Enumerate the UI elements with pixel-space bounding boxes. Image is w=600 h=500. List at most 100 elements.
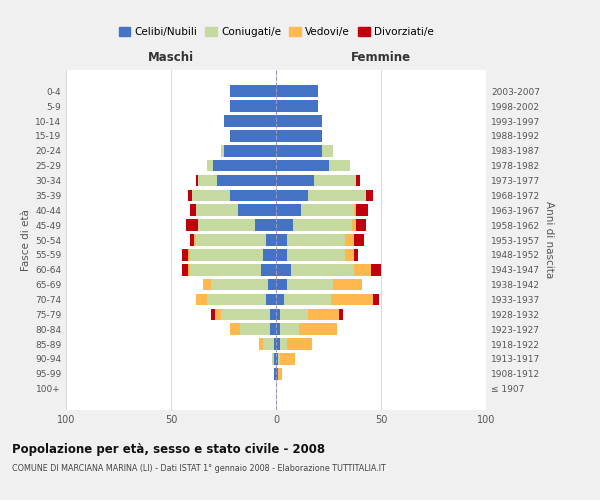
Bar (276, 160, 329, 172)
Bar (280, 353, 295, 365)
Bar (299, 324, 337, 335)
Bar (182, 249, 188, 260)
Bar (373, 294, 379, 306)
Bar (276, 204, 301, 216)
Bar (270, 308, 276, 320)
Bar (308, 308, 339, 320)
Bar (276, 190, 308, 201)
Bar (354, 264, 371, 276)
Bar (213, 160, 276, 172)
Bar (346, 249, 353, 260)
Bar (280, 324, 299, 335)
Bar (190, 249, 263, 260)
Bar (354, 234, 364, 246)
Bar (354, 249, 358, 260)
Bar (308, 190, 366, 201)
Bar (278, 368, 283, 380)
Bar (276, 294, 284, 306)
Bar (290, 264, 354, 276)
Bar (322, 145, 332, 156)
Bar (356, 220, 366, 231)
Text: Maschi: Maschi (148, 52, 194, 64)
Bar (276, 249, 287, 260)
Y-axis label: Fasce di età: Fasce di età (21, 209, 31, 271)
Bar (356, 204, 368, 216)
Text: COMUNE DI MARCIANA MARINA (LI) - Dati ISTAT 1° gennaio 2008 - Elaborazione TUTTI: COMUNE DI MARCIANA MARINA (LI) - Dati IS… (12, 464, 386, 473)
Bar (230, 86, 276, 97)
Bar (276, 279, 287, 290)
Bar (188, 190, 192, 201)
Bar (230, 324, 240, 335)
Bar (276, 308, 280, 320)
Bar (190, 234, 194, 246)
Bar (276, 324, 280, 335)
Bar (188, 264, 190, 276)
Bar (276, 145, 322, 156)
Bar (293, 220, 352, 231)
Bar (276, 220, 293, 231)
Bar (276, 100, 318, 112)
Bar (331, 294, 373, 306)
Bar (196, 174, 198, 186)
Bar (263, 338, 274, 350)
Bar (352, 220, 356, 231)
Bar (206, 294, 265, 306)
Bar (223, 145, 276, 156)
Bar (287, 234, 346, 246)
Bar (263, 249, 276, 260)
Bar (270, 324, 276, 335)
Bar (259, 338, 263, 350)
Bar (276, 115, 322, 127)
Text: Femmine: Femmine (351, 52, 411, 64)
Bar (238, 204, 276, 216)
Bar (366, 190, 373, 201)
Bar (198, 220, 255, 231)
Bar (339, 308, 343, 320)
Bar (221, 308, 270, 320)
Bar (188, 249, 190, 260)
Bar (211, 308, 215, 320)
Bar (230, 190, 276, 201)
Bar (198, 174, 217, 186)
Bar (287, 279, 332, 290)
Bar (346, 234, 353, 246)
Bar (255, 220, 276, 231)
Bar (262, 264, 276, 276)
Bar (182, 264, 188, 276)
Bar (196, 294, 206, 306)
Bar (284, 294, 331, 306)
Bar (301, 204, 354, 216)
Y-axis label: Anni di nascita: Anni di nascita (544, 202, 554, 278)
Bar (230, 100, 276, 112)
Bar (268, 279, 276, 290)
Text: Popolazione per età, sesso e stato civile - 2008: Popolazione per età, sesso e stato civil… (12, 442, 325, 456)
Bar (211, 279, 268, 290)
Bar (240, 324, 270, 335)
Bar (356, 174, 360, 186)
Bar (276, 234, 287, 246)
Bar (280, 338, 287, 350)
Bar (276, 264, 290, 276)
Bar (278, 353, 280, 365)
Bar (206, 160, 213, 172)
Bar (354, 204, 356, 216)
Bar (265, 234, 276, 246)
Bar (280, 308, 308, 320)
Bar (194, 234, 196, 246)
Bar (196, 204, 238, 216)
Bar (274, 368, 276, 380)
Bar (265, 294, 276, 306)
Bar (287, 249, 346, 260)
Bar (190, 264, 262, 276)
Bar (221, 145, 223, 156)
Bar (223, 115, 276, 127)
Bar (332, 279, 362, 290)
Bar (287, 338, 312, 350)
Bar (371, 264, 381, 276)
Bar (190, 204, 196, 216)
Bar (276, 130, 322, 141)
Bar (272, 353, 274, 365)
Bar (217, 174, 276, 186)
Bar (230, 130, 276, 141)
Bar (276, 353, 278, 365)
